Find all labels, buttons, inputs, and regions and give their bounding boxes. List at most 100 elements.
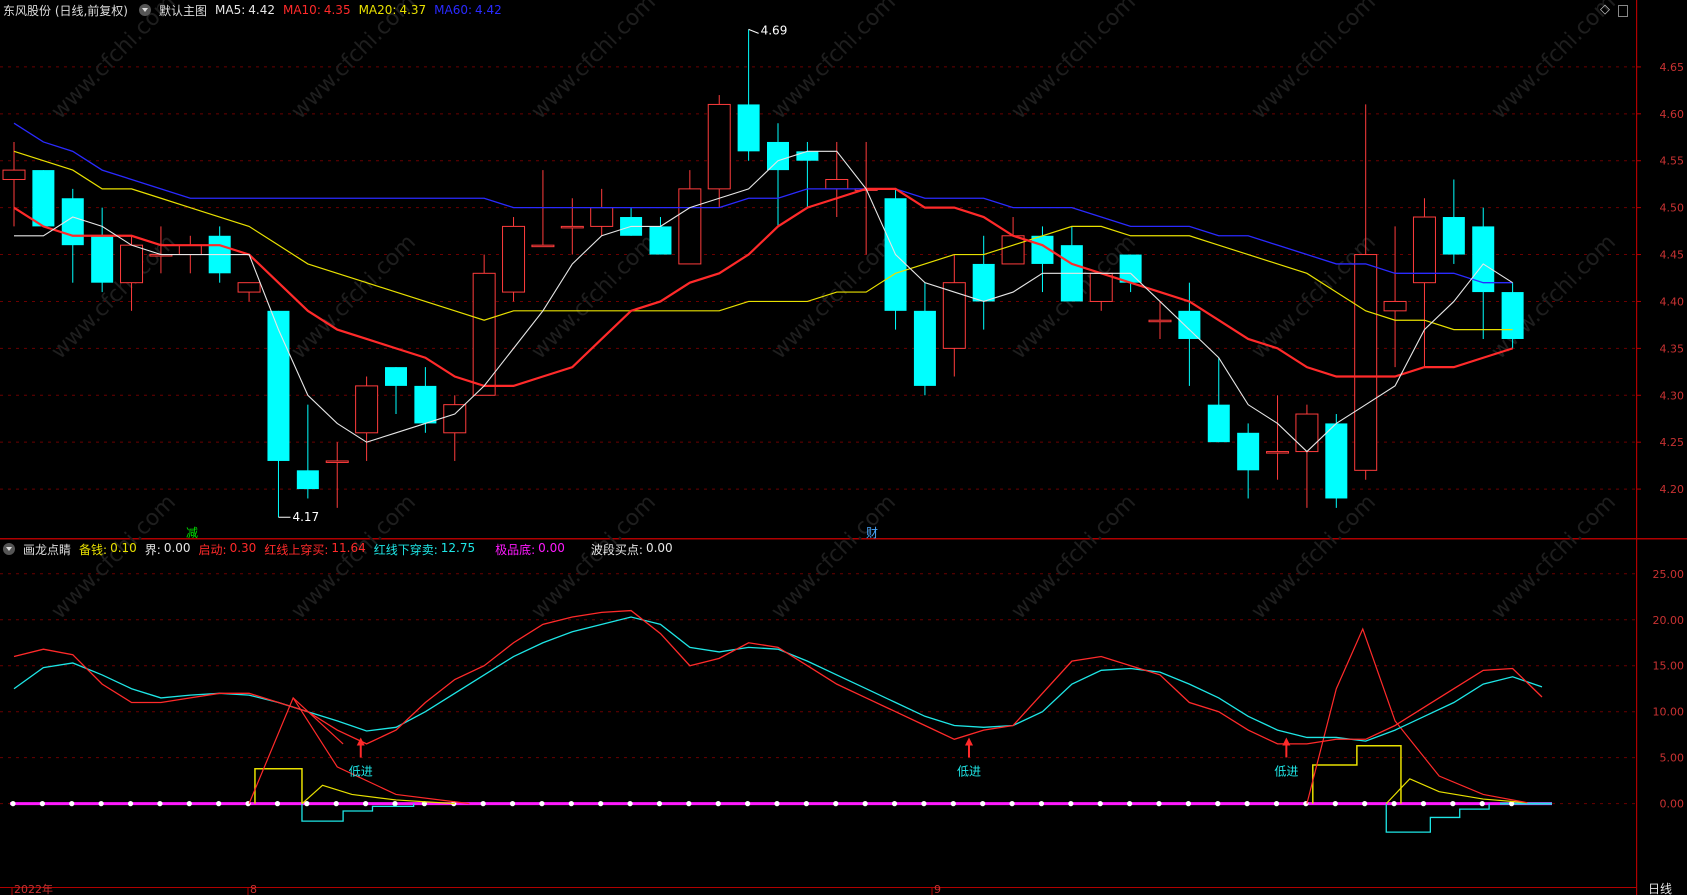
zero-dot	[921, 801, 927, 807]
zero-dot	[274, 801, 281, 807]
candle-body-down	[1207, 404, 1230, 443]
ind-item-boduan: 波段买点: 0.00	[590, 540, 673, 557]
candle-body-up	[325, 460, 349, 463]
indicator-tick-label: 15.00	[1653, 660, 1685, 673]
zero-dot	[1009, 801, 1015, 807]
zero-dot	[1509, 801, 1515, 807]
zero-dot	[862, 801, 868, 807]
ma60-line	[13, 122, 1513, 284]
zero-dot	[950, 801, 956, 807]
zero-dot	[98, 801, 104, 807]
zero-dot	[980, 801, 986, 807]
diamond-icon[interactable]: ◇	[1600, 2, 1610, 17]
candle-body-up	[472, 272, 496, 396]
zero-dot	[1038, 801, 1045, 807]
zero-dot	[774, 801, 780, 807]
indicator-tick-label: 25.00	[1653, 568, 1685, 581]
price-tick-label: 4.40	[1660, 295, 1685, 308]
indicator-dropdown-button[interactable]	[3, 543, 15, 555]
candle-body-down	[1442, 217, 1465, 255]
zero-dot	[1097, 801, 1103, 807]
zero-dot	[392, 801, 398, 807]
main-legend: 东风股份 (日线,前复权) 默认主图 MA5: 4.42 MA10: 4.35 MA…	[0, 1, 502, 19]
candle-body-down	[296, 470, 319, 490]
ma10-line	[13, 187, 1513, 387]
zero-dot	[1185, 801, 1191, 807]
candle-body-down	[32, 170, 55, 227]
watermark-text: www.cfchi.com	[767, 230, 901, 364]
candle-body-up	[531, 244, 555, 248]
time-axis-label: 2022年	[14, 882, 53, 895]
indicator-legend: 画龙点睛 备钱: 0.10 界: 0.00 启动: 0.30 红线上穿买: 11.64 …	[0, 540, 673, 558]
zero-dot	[363, 801, 369, 807]
window-toggle-button[interactable]	[1618, 5, 1628, 17]
zero-dot	[1244, 801, 1250, 807]
ma5-legend: MA5: 4.42	[215, 3, 275, 17]
zero-dot	[10, 801, 16, 807]
zero-dot	[686, 801, 692, 807]
title-dropdown-button[interactable]	[139, 4, 151, 16]
watermark-text: www.cfchi.com	[767, 0, 901, 124]
high-marker-pointer	[748, 28, 759, 34]
price-tick-label: 4.65	[1660, 61, 1685, 74]
watermark-text: www.cfchi.com	[767, 490, 901, 624]
watermark-text: www.cfchi.com	[1487, 490, 1621, 624]
indicator-tick-label: 0.00	[1660, 798, 1685, 811]
zero-dot	[69, 801, 75, 807]
indicator-tick-label: 10.00	[1653, 706, 1685, 719]
candle-body-up	[178, 244, 202, 256]
period-label: 日线	[1648, 882, 1672, 895]
ma60-legend: MA60: 4.42	[434, 3, 502, 17]
candle-body-up	[2, 169, 26, 180]
ma20-line	[13, 150, 1513, 331]
candle-body-down	[1501, 292, 1524, 339]
zero-dot	[1420, 801, 1427, 807]
candle-body-down	[737, 104, 760, 152]
time-axis-label: 9	[934, 883, 941, 895]
zero-dot	[127, 801, 134, 807]
candle-body-down	[796, 151, 819, 161]
yellow-step-box	[1312, 744, 1402, 804]
indicator-cyan-line	[13, 616, 1543, 742]
watermark-text: www.cfchi.com	[527, 0, 661, 124]
high-price-marker: 4.69	[761, 23, 788, 37]
zero-dot	[1391, 801, 1397, 807]
watermark-text: www.cfchi.com	[1247, 490, 1381, 624]
indicator-red-line	[13, 609, 1543, 745]
price-tick-label: 4.25	[1660, 436, 1685, 449]
buy-signal-arrow	[965, 737, 973, 746]
zero-dot	[509, 801, 516, 807]
watermark-text: www.cfchi.com	[527, 230, 661, 364]
cyan-step-box	[1385, 803, 1490, 833]
buy-signal-label: 低进	[1274, 764, 1298, 778]
candle-body-up	[1383, 300, 1407, 312]
candle-body-up	[1412, 216, 1436, 284]
candle-body-down	[1178, 310, 1201, 339]
candle-body-down	[649, 226, 672, 255]
indicator-name[interactable]: 画龙点睛	[23, 542, 72, 557]
watermark-text: www.cfchi.com	[1487, 0, 1621, 124]
price-tick-label: 4.30	[1660, 389, 1685, 402]
yellow-decay-curve	[1385, 778, 1528, 805]
red-spike-line	[292, 697, 470, 805]
candle-body-down	[972, 263, 995, 302]
pane-divider	[0, 538, 1687, 540]
zero-dot	[39, 801, 45, 807]
watermark-text: www.cfchi.com	[1247, 0, 1381, 124]
ind-item-beiqian: 备钱: 0.10	[79, 540, 137, 557]
zero-dot	[304, 801, 310, 807]
ind-item-qidong: 启动: 0.30	[198, 540, 257, 557]
theme-label[interactable]: 默认主图	[159, 3, 208, 18]
candle-body-down	[1119, 254, 1142, 283]
ind-item-jie: 界: 0.00	[144, 540, 191, 557]
zero-dot	[745, 801, 751, 807]
zero-dot	[833, 801, 839, 807]
zero-dot	[1332, 801, 1338, 807]
time-axis-label: 8	[250, 883, 257, 895]
candle-body-up	[1295, 413, 1319, 453]
indicator-tick-label: 20.00	[1653, 614, 1685, 627]
zero-dot	[1127, 801, 1133, 807]
candle-body-up	[237, 282, 261, 293]
buy-signal-label: 低进	[349, 764, 373, 778]
